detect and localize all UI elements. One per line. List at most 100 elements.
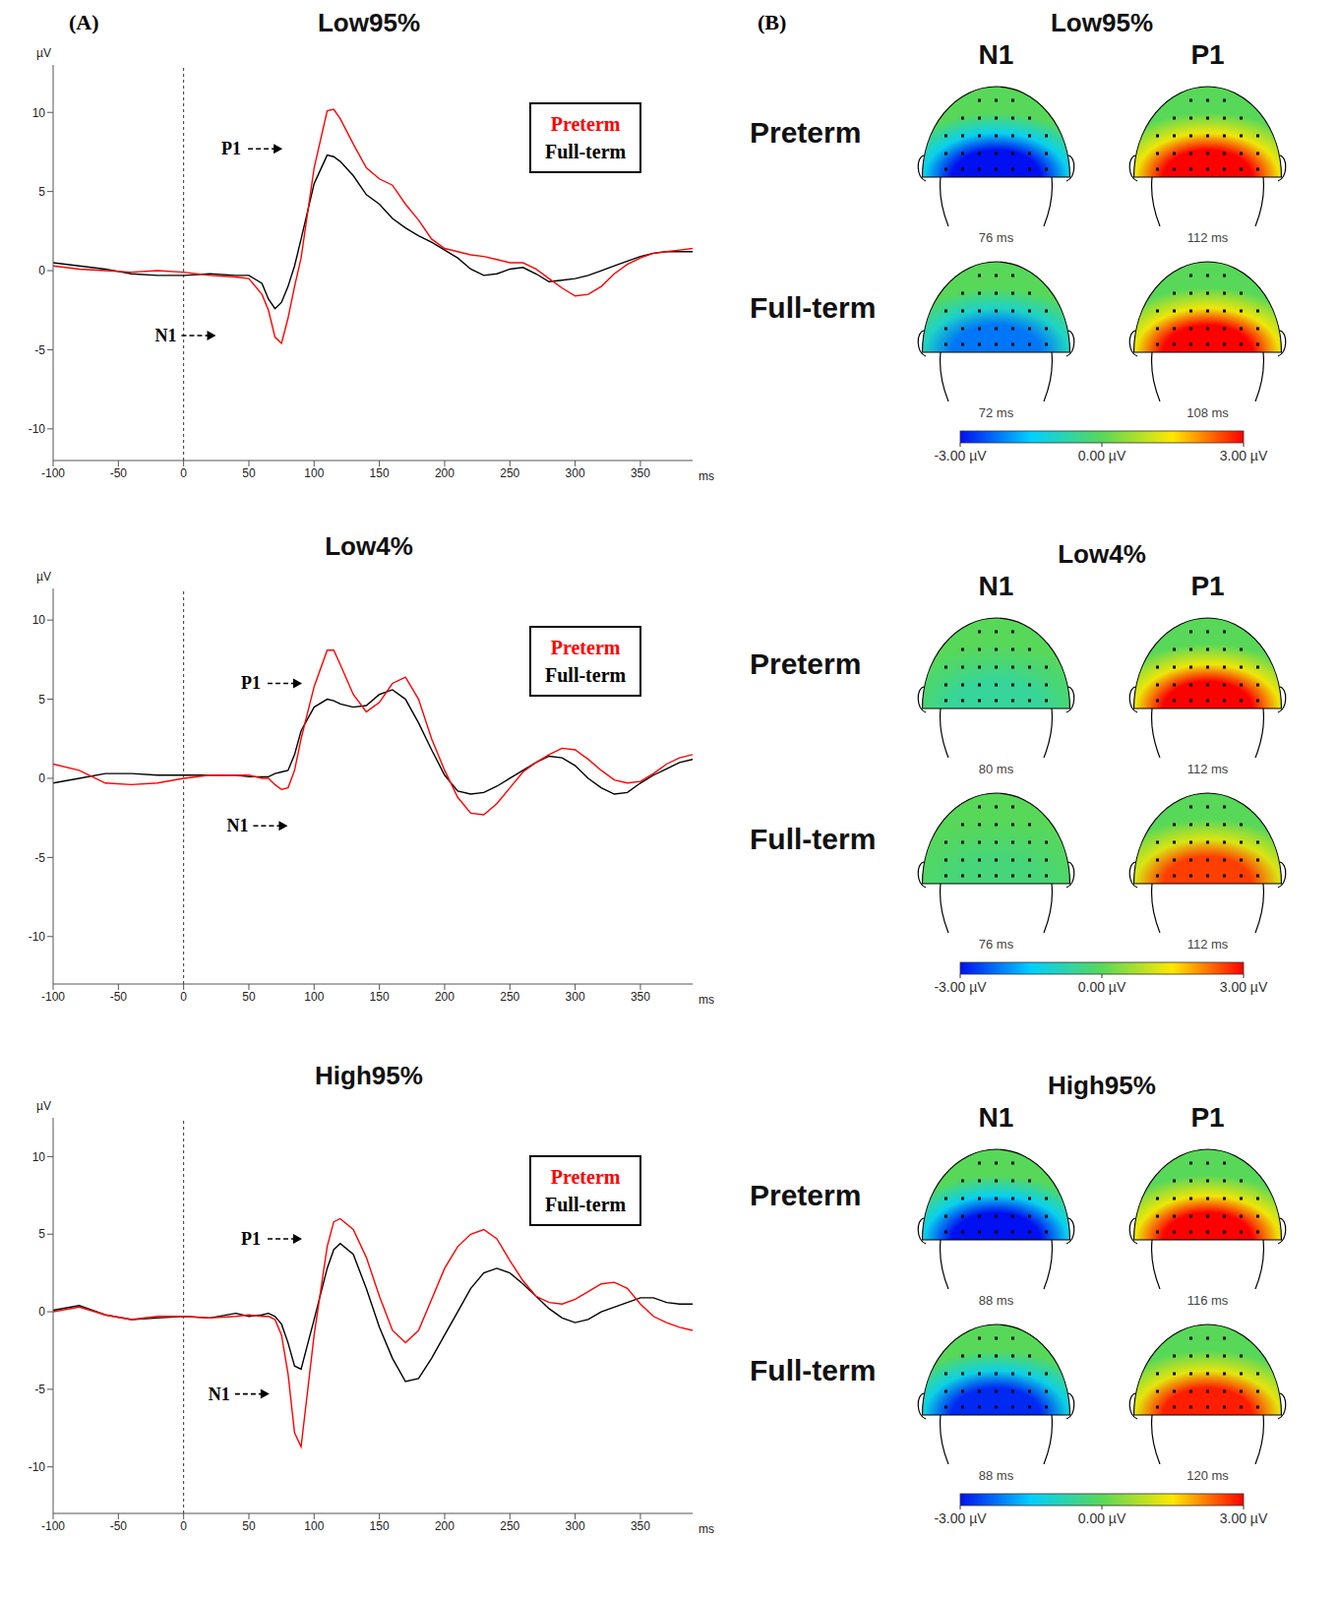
svg-text:-100: -100 (41, 989, 65, 1004)
html-text:(B): (B) (757, 9, 787, 35)
svg-text:3.00 µV: 3.00 µV (1219, 1510, 1269, 1526)
svg-text:350: 350 (630, 466, 651, 481)
svg-text:ms: ms (698, 1521, 715, 1536)
svg-text:0.00 µV: 0.00 µV (1078, 1510, 1127, 1526)
html-text:108 ms: 108 ms (1186, 405, 1229, 421)
html-text:Low95%: Low95% (317, 7, 421, 38)
svg-text:-100: -100 (41, 466, 65, 481)
svg-text:150: 150 (369, 989, 390, 1004)
svg-text:-3.00 µV: -3.00 µV (933, 447, 987, 464)
svg-text:-3.00 µV: -3.00 µV (933, 1510, 987, 1526)
svg-text:-5: -5 (34, 1382, 46, 1397)
html-text:(A): (A) (68, 9, 99, 35)
svg-text:300: 300 (565, 989, 586, 1004)
html-text:Preterm: Preterm (749, 647, 862, 680)
svg-text:100: 100 (304, 989, 324, 1004)
svg-text:5: 5 (38, 692, 46, 707)
html-text:88 ms: 88 ms (978, 1292, 1014, 1308)
svg-text:300: 300 (565, 466, 586, 481)
svg-text:0: 0 (38, 771, 46, 786)
svg-text:ms: ms (698, 469, 715, 484)
svg-text:µV: µV (36, 1098, 52, 1113)
svg-text:10: 10 (32, 1150, 47, 1164)
svg-text:-50: -50 (110, 989, 128, 1004)
html-text:High95%: High95% (1047, 1070, 1156, 1100)
html-text:N1: N1 (978, 1101, 1014, 1133)
html-text:112 ms: 112 ms (1187, 761, 1229, 777)
svg-text:-5: -5 (34, 851, 46, 865)
svg-text:0.00 µV: 0.00 µV (1078, 447, 1127, 464)
html-text:Low4%: Low4% (324, 531, 414, 561)
html-text:P1: P1 (1190, 570, 1225, 602)
svg-text:200: 200 (434, 466, 455, 481)
html-text:Full-term: Full-term (545, 140, 626, 163)
svg-text:0.00 µV: 0.00 µV (1078, 978, 1127, 995)
html-text:112 ms: 112 ms (1187, 936, 1229, 952)
html-text:Full-term: Full-term (749, 291, 876, 324)
html-text:116 ms: 116 ms (1187, 1292, 1229, 1308)
svg-text:10: 10 (32, 612, 47, 627)
html-text:Preterm: Preterm (550, 113, 621, 135)
svg-text:150: 150 (369, 1519, 390, 1533)
html-text:Low95%: Low95% (1050, 7, 1154, 38)
svg-text:350: 350 (630, 989, 651, 1004)
svg-text:-10: -10 (28, 1459, 47, 1474)
svg-text:N1: N1 (154, 325, 177, 346)
svg-text:3.00 µV: 3.00 µV (1219, 447, 1269, 464)
svg-text:N1: N1 (208, 1384, 231, 1404)
html-text:Preterm: Preterm (749, 1178, 862, 1212)
svg-text:P1: P1 (221, 138, 242, 159)
html-text:Full-term: Full-term (749, 822, 876, 855)
html-text:Full-term: Full-term (749, 1353, 876, 1387)
svg-text:5: 5 (38, 184, 46, 199)
svg-text:µV: µV (36, 569, 52, 584)
svg-text:-3.00 µV: -3.00 µV (933, 978, 987, 995)
svg-text:50: 50 (242, 466, 256, 481)
svg-text:10: 10 (32, 106, 47, 121)
svg-text:-50: -50 (110, 466, 128, 481)
svg-text:-10: -10 (28, 929, 47, 944)
svg-text:P1: P1 (241, 672, 261, 693)
svg-text:50: 50 (242, 1519, 256, 1533)
svg-text:0: 0 (38, 1304, 46, 1319)
html-text:N1: N1 (978, 570, 1014, 602)
html-text:Preterm: Preterm (550, 636, 621, 659)
html-text:Full-term: Full-term (545, 1193, 626, 1216)
svg-text:250: 250 (499, 989, 520, 1004)
svg-text:250: 250 (499, 1519, 520, 1533)
svg-text:100: 100 (304, 1519, 324, 1533)
html-text:N1: N1 (978, 39, 1014, 70)
svg-text:0: 0 (180, 466, 187, 481)
svg-text:5: 5 (38, 1226, 46, 1241)
svg-text:-50: -50 (110, 1519, 128, 1533)
html-text:72 ms: 72 ms (978, 405, 1014, 421)
svg-text:N1: N1 (226, 815, 248, 836)
svg-text:350: 350 (630, 1519, 651, 1533)
svg-text:ms: ms (698, 992, 715, 1007)
svg-text:200: 200 (434, 1519, 455, 1533)
svg-text:µV: µV (36, 46, 52, 61)
svg-text:250: 250 (499, 466, 520, 481)
html-text:P1: P1 (1190, 1101, 1225, 1133)
html-text:76 ms: 76 ms (978, 936, 1014, 952)
html-text:Low4%: Low4% (1057, 539, 1146, 569)
svg-text:P1: P1 (241, 1228, 261, 1249)
svg-text:-10: -10 (28, 422, 47, 436)
svg-text:300: 300 (565, 1519, 586, 1533)
svg-text:150: 150 (369, 466, 390, 481)
svg-text:200: 200 (434, 989, 455, 1004)
html-text:Preterm: Preterm (550, 1165, 621, 1188)
html-text:80 ms: 80 ms (978, 761, 1014, 777)
svg-text:-100: -100 (41, 1519, 65, 1533)
html-text:P1: P1 (1190, 39, 1225, 70)
svg-text:0: 0 (180, 1519, 187, 1533)
svg-text:100: 100 (304, 466, 324, 481)
svg-text:0: 0 (180, 989, 187, 1004)
svg-text:50: 50 (242, 989, 256, 1004)
html-text:Preterm: Preterm (749, 116, 862, 149)
svg-text:-5: -5 (34, 343, 46, 358)
svg-text:3.00 µV: 3.00 µV (1219, 978, 1269, 995)
svg-text:0: 0 (38, 263, 46, 278)
html-text:Full-term: Full-term (545, 664, 626, 686)
html-text:High95%: High95% (314, 1060, 423, 1091)
